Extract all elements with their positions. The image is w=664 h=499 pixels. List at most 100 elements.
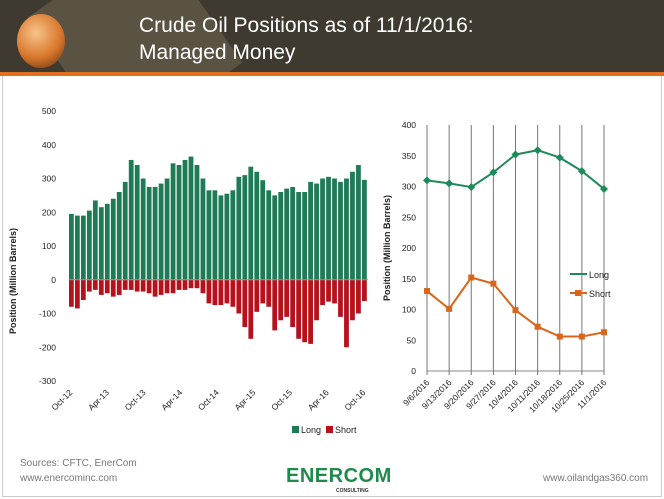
long-bar xyxy=(242,175,248,280)
short-bar xyxy=(224,279,230,304)
x-tick-label: Oct-14 xyxy=(196,387,221,412)
long-bar xyxy=(98,207,104,280)
y-tick-label: 100 xyxy=(402,305,416,315)
page-title: Crude Oil Positions as of 11/1/2016: Mana… xyxy=(139,12,474,66)
title-line-2: Managed Money xyxy=(139,41,296,64)
long-bar xyxy=(326,176,331,280)
enercom-logo: ENERCOM xyxy=(286,465,392,487)
long-point xyxy=(511,150,520,159)
long-bar xyxy=(194,165,200,280)
short-bar xyxy=(356,279,361,314)
long-bar xyxy=(314,183,319,280)
long-bar xyxy=(182,159,188,280)
long-bar xyxy=(266,190,272,280)
legend-long-label: Long xyxy=(301,425,321,435)
short-bar xyxy=(158,279,164,295)
short-bar xyxy=(212,279,218,306)
long-bar xyxy=(92,200,98,280)
long-point xyxy=(577,167,586,176)
long-bar xyxy=(230,190,236,280)
long-bar xyxy=(290,186,296,280)
short-bar xyxy=(104,279,110,294)
short-bar xyxy=(308,279,313,344)
x-tick-label: Oct-15 xyxy=(269,387,294,412)
long-bar xyxy=(188,156,194,280)
y-tick-label: 500 xyxy=(42,106,56,116)
short-bar xyxy=(296,279,302,339)
legend-long-label: Long xyxy=(589,270,609,280)
long-bar xyxy=(224,193,230,280)
y-tick-label: -200 xyxy=(39,342,56,352)
long-bar xyxy=(116,192,122,280)
y-tick-label: 250 xyxy=(402,212,416,222)
short-bar xyxy=(218,279,224,306)
short-bar xyxy=(146,279,152,294)
short-bar xyxy=(302,279,307,343)
long-bar xyxy=(176,165,182,280)
long-bar xyxy=(212,190,218,280)
long-bar xyxy=(134,165,140,280)
short-bar xyxy=(236,279,242,314)
long-bar xyxy=(170,163,176,280)
short-bar xyxy=(188,279,194,289)
short-bar xyxy=(242,279,248,327)
short-bar xyxy=(134,279,140,292)
long-bar xyxy=(308,181,313,280)
long-bar xyxy=(302,192,307,280)
short-bar xyxy=(284,279,290,317)
short-point xyxy=(512,307,519,314)
short-point xyxy=(534,323,541,330)
long-bar xyxy=(296,192,302,280)
short-bar xyxy=(260,279,266,304)
y-tick-label: 50 xyxy=(407,335,417,345)
y-tick-label: -300 xyxy=(39,376,56,386)
short-bar xyxy=(206,279,212,304)
y-tick-label: 150 xyxy=(402,274,416,284)
long-bar xyxy=(104,203,110,280)
short-bar xyxy=(230,279,236,307)
short-bar xyxy=(332,279,337,304)
short-bar xyxy=(248,279,254,339)
long-bar xyxy=(260,180,266,280)
long-bar xyxy=(254,171,260,280)
long-point xyxy=(555,153,564,162)
long-bar xyxy=(272,195,278,280)
short-point xyxy=(424,288,430,295)
short-bar xyxy=(116,279,122,295)
long-bar xyxy=(284,188,290,280)
short-bar xyxy=(80,279,86,300)
long-point xyxy=(467,183,476,192)
enercom-url[interactable]: www.enercominc.com xyxy=(20,473,118,484)
short-point xyxy=(468,274,475,281)
x-tick-label: Apr-13 xyxy=(86,387,111,412)
long-bar xyxy=(236,176,242,280)
short-bar xyxy=(122,279,128,290)
short-bar xyxy=(176,279,182,290)
long-bar xyxy=(74,215,80,280)
long-point xyxy=(533,146,542,155)
y-tick-label: 200 xyxy=(402,243,416,253)
y-axis-label: Position (Million Barrels) xyxy=(382,195,392,301)
long-point xyxy=(445,179,454,188)
long-bar xyxy=(164,178,170,280)
legend: Long Short xyxy=(570,270,611,299)
long-bar xyxy=(69,213,74,280)
short-bar xyxy=(338,279,343,317)
short-bar xyxy=(170,279,176,294)
long-bar xyxy=(320,178,325,280)
oilandgas360-url[interactable]: www.oilandgas360.com xyxy=(543,473,649,484)
title-line-1: Crude Oil Positions as of 11/1/2016: xyxy=(139,14,474,37)
short-bar xyxy=(350,279,355,321)
x-tick-label: Apr-15 xyxy=(232,387,257,412)
short-bar xyxy=(200,279,206,294)
y-tick-label: 300 xyxy=(42,174,56,184)
x-tick-label: Oct-12 xyxy=(49,387,74,412)
long-bar xyxy=(338,181,343,280)
short-bar xyxy=(69,279,74,307)
legend-short-label: Short xyxy=(589,289,611,299)
short-bar xyxy=(320,279,325,306)
y-tick-label: 200 xyxy=(42,207,56,217)
long-point xyxy=(600,184,608,193)
y-tick-label: -100 xyxy=(39,309,56,319)
short-bar xyxy=(98,279,104,295)
